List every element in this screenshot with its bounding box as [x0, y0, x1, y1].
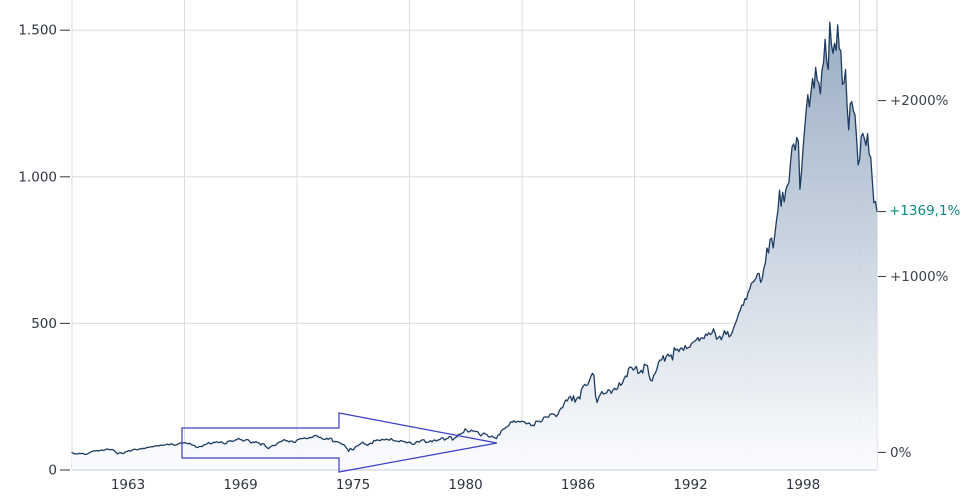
x-axis-label: 1998 — [786, 477, 820, 493]
price-area — [72, 22, 877, 471]
pct-axis-label: +1000% — [890, 269, 949, 285]
current-value-label: +1369,1% — [889, 203, 961, 219]
x-axis-label: 1963 — [111, 477, 145, 493]
pct-axis-label: 0% — [890, 445, 912, 461]
x-axis-label: 1986 — [561, 477, 595, 493]
y-axis-label: 1.500 — [18, 23, 57, 39]
x-axis-label: 1980 — [448, 477, 482, 493]
block-arrow-annotation[interactable] — [181, 412, 498, 473]
x-axis-label: 1975 — [336, 477, 370, 493]
pct-axis-label: +2000% — [890, 93, 949, 109]
x-axis-label: 1969 — [223, 477, 257, 493]
y-axis-label: 1.000 — [18, 169, 57, 185]
y-axis-label: 500 — [31, 316, 57, 332]
y-axis-label: 0 — [48, 463, 57, 479]
price-line — [71, 21, 878, 455]
x-axis-label: 1992 — [673, 477, 707, 493]
